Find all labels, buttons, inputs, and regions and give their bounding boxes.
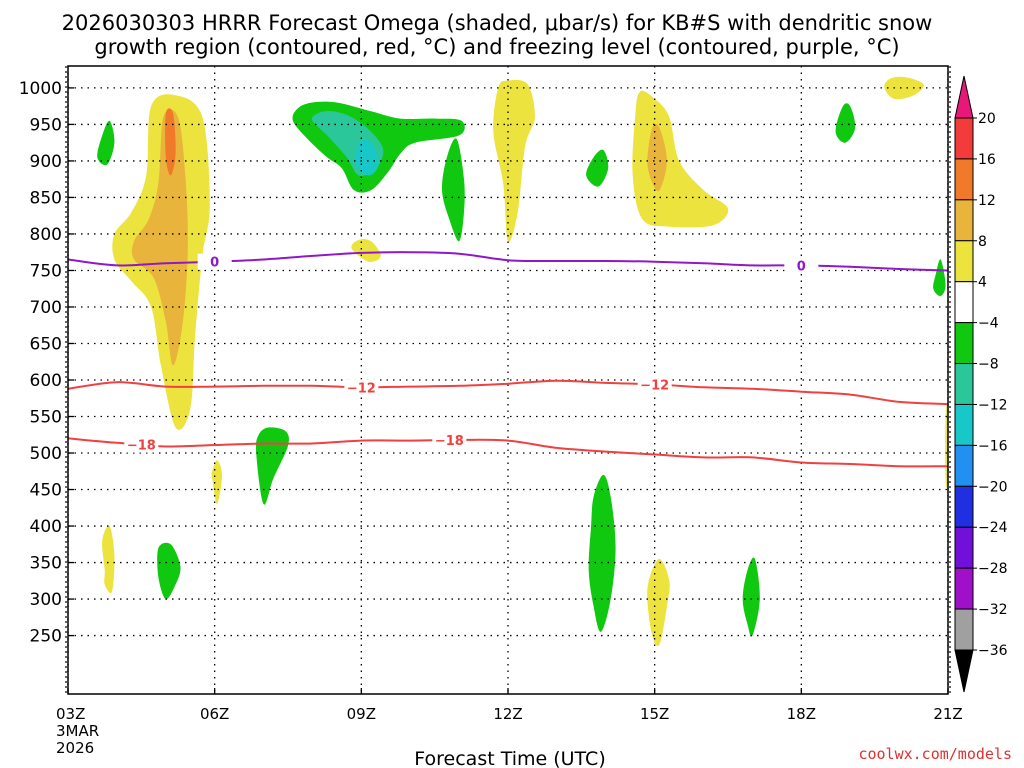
omega-area bbox=[102, 525, 115, 594]
omega-area bbox=[441, 138, 465, 242]
colorbar-box bbox=[954, 240, 974, 283]
colorbar-label: −24 bbox=[978, 520, 1008, 536]
omega-area bbox=[647, 123, 667, 192]
contour-label: −18 bbox=[127, 439, 156, 454]
colorbar-box bbox=[954, 281, 974, 324]
colorbar-label: −28 bbox=[978, 561, 1008, 577]
contour-label-bg bbox=[197, 253, 232, 270]
chart-title-line1: 2026030303 HRRR Forecast Omega (shaded, … bbox=[62, 11, 933, 35]
contour-label: 0 bbox=[797, 259, 806, 274]
colorbar: 20 16 12 8 4 −4 −8 −12 −16 −20 −24 −28 −32 −36 bbox=[954, 75, 1008, 693]
contour-label-bg bbox=[432, 432, 467, 449]
y-tick-label: 1000 bbox=[19, 79, 62, 99]
y-tick-label: 700 bbox=[30, 298, 62, 318]
x-tick-date: 3MAR bbox=[56, 722, 99, 740]
omega-area bbox=[355, 139, 379, 176]
omega-area bbox=[933, 259, 946, 297]
colorbar-box bbox=[954, 199, 974, 242]
y-tick-label: 750 bbox=[30, 261, 62, 281]
y-tick-label: 950 bbox=[30, 115, 62, 135]
contour-line bbox=[68, 437, 948, 468]
omega-area bbox=[97, 120, 115, 166]
omega-area bbox=[884, 76, 924, 100]
omega-area bbox=[647, 558, 670, 647]
colorbar-label: 16 bbox=[978, 152, 996, 168]
colorbar-label: 20 bbox=[978, 111, 996, 127]
x-tick-label: 12Z bbox=[493, 705, 522, 723]
colorbar-box bbox=[954, 444, 974, 487]
y-tick-label: 850 bbox=[30, 188, 62, 208]
x-tick-label: 15Z bbox=[640, 705, 669, 723]
x-tick-label: 06Z bbox=[200, 705, 229, 723]
x-tick-label: 09Z bbox=[347, 705, 376, 723]
omega-area bbox=[493, 79, 535, 243]
contour-label-bg bbox=[124, 436, 159, 453]
contour-label: −12 bbox=[347, 381, 376, 396]
contour-line bbox=[68, 379, 948, 406]
colorbar-box bbox=[954, 567, 974, 610]
x-tick-year: 2026 bbox=[56, 739, 94, 757]
contour-label-bg bbox=[344, 379, 379, 396]
colorbar-label: −12 bbox=[978, 397, 1008, 413]
omega-area bbox=[835, 103, 856, 143]
colorbar-label: 12 bbox=[978, 193, 996, 209]
x-tick-label: 03Z bbox=[56, 705, 85, 723]
x-tick-label: 18Z bbox=[787, 705, 816, 723]
colorbar-box bbox=[954, 158, 974, 201]
omega-area bbox=[351, 239, 381, 262]
omega-area bbox=[588, 474, 616, 632]
colorbar-box bbox=[954, 117, 974, 160]
colorbar-label: −4 bbox=[978, 316, 999, 332]
y-tick-label: 400 bbox=[30, 517, 62, 537]
y-tick-label: 800 bbox=[30, 225, 62, 245]
colorbar-box bbox=[954, 526, 974, 569]
plot-area: −18 −18 −12 −12 0 0 250 300 350 400 450 500 550 600 65… bbox=[19, 65, 963, 757]
colorbar-label: −36 bbox=[978, 643, 1008, 659]
temperature-contours: −18 −18 −12 −12 0 0 bbox=[68, 251, 948, 468]
colorbar-bottom-arrow bbox=[954, 649, 974, 693]
colorbar-label: 8 bbox=[978, 234, 987, 250]
colorbar-label: −20 bbox=[978, 479, 1008, 495]
contour-label: −18 bbox=[435, 434, 464, 449]
y-tick-label: 450 bbox=[30, 481, 62, 501]
y-tick-label: 600 bbox=[30, 371, 62, 391]
colorbar-label: −16 bbox=[978, 438, 1008, 454]
x-axis-label: Forecast Time (UTC) bbox=[414, 748, 605, 768]
credit-text: coolwx.com/models bbox=[858, 745, 1012, 763]
omega-area bbox=[586, 149, 609, 187]
omega-area bbox=[157, 542, 181, 600]
colorbar-box bbox=[954, 363, 974, 405]
contour-label-bg bbox=[784, 257, 819, 274]
y-tick-label: 900 bbox=[30, 152, 62, 172]
colorbar-box bbox=[954, 322, 974, 365]
colorbar-box bbox=[954, 403, 974, 446]
omega-area bbox=[131, 109, 188, 366]
y-tick-label: 650 bbox=[30, 334, 62, 354]
colorbar-top-arrow bbox=[954, 75, 974, 119]
colorbar-label: −32 bbox=[978, 602, 1008, 618]
omega-area bbox=[211, 460, 222, 505]
colorbar-label: 4 bbox=[978, 275, 987, 291]
y-tick-label: 250 bbox=[30, 627, 62, 647]
colorbar-box bbox=[954, 485, 974, 528]
y-tick-label: 500 bbox=[30, 444, 62, 464]
contour-label: −12 bbox=[640, 378, 669, 393]
y-axis-ticks: 250 300 350 400 450 500 550 600 650 700 750 800 850 9… bbox=[19, 79, 74, 647]
y-tick-label: 300 bbox=[30, 590, 62, 610]
colorbar-box bbox=[954, 608, 974, 651]
contour-label-bg bbox=[637, 376, 672, 393]
y-tick-label: 350 bbox=[30, 554, 62, 574]
colorbar-label: −8 bbox=[978, 357, 999, 373]
chart-title-line2: growth region (contoured, red, °C) and f… bbox=[94, 35, 899, 59]
omega-area bbox=[255, 427, 289, 505]
x-tick-label: 21Z bbox=[933, 705, 962, 723]
y-tick-label: 550 bbox=[30, 408, 62, 428]
omega-area bbox=[742, 557, 760, 637]
contour-label: 0 bbox=[210, 256, 219, 271]
